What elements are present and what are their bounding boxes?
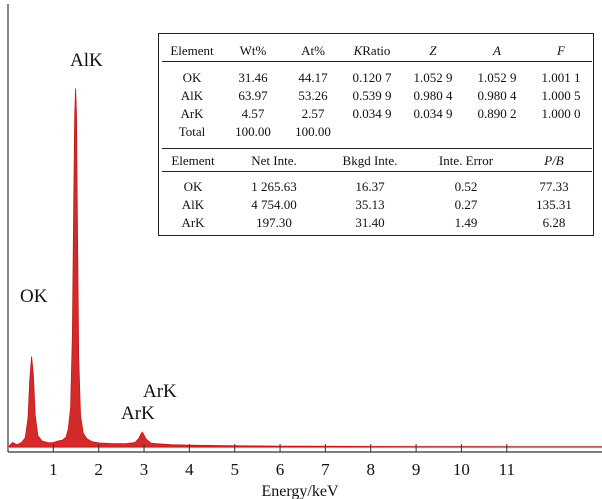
x-tick-label: 2 — [94, 460, 103, 479]
table-cell: 31.46 — [238, 69, 268, 85]
x-tick-label: 10 — [453, 460, 470, 479]
table-cell: OK — [182, 69, 202, 85]
table-cell: OK — [183, 178, 203, 194]
table-cell: 0.27 — [454, 196, 478, 212]
table-row: AlK 63.97 53.26 0.539 9 0.980 4 0.980 4 … — [162, 86, 592, 104]
table-cell: 100.00 — [235, 123, 271, 139]
col-element: Element — [162, 148, 224, 172]
table-cell — [464, 122, 530, 140]
table-row: OK 1 265.63 16.37 0.52 77.33 — [162, 172, 592, 196]
peak-label-ark-lower: ArK — [121, 403, 155, 424]
x-axis-title: Energy/keV — [261, 483, 338, 499]
col-wt-pct: Wt% — [222, 39, 284, 62]
table-row-total: Total 100.00 100.00 — [162, 122, 592, 140]
table-cell: 1 265.63 — [251, 178, 297, 194]
col-net-inte: Net Inte. — [224, 148, 324, 172]
x-tick-label: 4 — [185, 460, 194, 479]
col-kratio: KRatio — [342, 39, 402, 62]
col-a: A — [464, 39, 530, 62]
col-f: F — [530, 39, 592, 62]
table-row: ArK 4.57 2.57 0.034 9 0.034 9 0.890 2 1.… — [162, 104, 592, 122]
peak-label-alk: AlK — [70, 50, 103, 71]
table-cell: 4 754.00 — [251, 196, 297, 212]
table-cell: ArK — [180, 105, 204, 121]
table-cell: 0.980 4 — [413, 87, 453, 103]
table-cell: 1.49 — [454, 214, 478, 230]
table-row: AlK 4 754.00 35.13 0.27 135.31 — [162, 195, 592, 213]
x-tick-label: 6 — [276, 460, 285, 479]
table-cell — [342, 122, 402, 140]
table-cell: 63.97 — [238, 87, 268, 103]
spectrum-area — [7, 88, 602, 448]
table-cell: 53.26 — [298, 87, 328, 103]
table-cell — [530, 122, 592, 140]
x-tick-label: 7 — [321, 460, 330, 479]
intensity-header-row: Element Net Inte. Bkgd Inte. Inte. Error… — [162, 148, 592, 172]
table-row: ArK 197.30 31.40 1.49 6.28 — [162, 213, 592, 231]
x-axis-tick-labels: 1 2 3 4 5 6 7 8 9 10 11 — [49, 460, 515, 479]
table-cell: 197.30 — [256, 214, 292, 230]
col-element: Element — [162, 39, 222, 62]
x-axis-ticks — [52, 444, 508, 452]
table-cell: 4.57 — [241, 105, 265, 121]
composition-header-row: Element Wt% At% KRatio Z A F — [162, 39, 592, 62]
table-cell: 2.57 — [301, 105, 325, 121]
table-cell: 31.40 — [355, 214, 385, 230]
peak-label-ark-upper: ArK — [143, 381, 177, 402]
table-cell: 0.034 9 — [413, 105, 453, 121]
table-cell — [402, 122, 464, 140]
table-cell: 100.00 — [295, 123, 331, 139]
table-cell: AlK — [181, 196, 205, 212]
col-inte-error: Inte. Error — [416, 148, 516, 172]
table-cell: 77.33 — [539, 178, 569, 194]
table-cell: 0.120 7 — [352, 69, 392, 85]
table-cell: ArK — [181, 214, 205, 230]
table-cell: 0.034 9 — [352, 105, 392, 121]
element-composition-inset: Element Wt% At% KRatio Z A F OK 31.46 44… — [158, 33, 594, 236]
table-cell: 44.17 — [298, 69, 328, 85]
table-cell: 1.052 9 — [477, 69, 517, 85]
table-cell: 0.52 — [454, 178, 478, 194]
composition-table: Element Wt% At% KRatio Z A F OK 31.46 44… — [162, 39, 592, 140]
table-cell: 16.37 — [355, 178, 385, 194]
table-row: OK 31.46 44.17 0.120 7 1.052 9 1.052 9 1… — [162, 62, 592, 87]
table-cell: 1.052 9 — [413, 69, 453, 85]
col-at-pct: At% — [284, 39, 342, 62]
table-cell: 1.000 5 — [541, 87, 581, 103]
table-cell: 0.980 4 — [477, 87, 517, 103]
x-tick-label: 8 — [366, 460, 375, 479]
table-cell: 1.001 1 — [541, 69, 581, 85]
x-tick-label: 11 — [499, 460, 515, 479]
table-cell: 35.13 — [355, 196, 385, 212]
col-p-b: P/B — [516, 148, 592, 172]
table-cell: 0.539 9 — [352, 87, 392, 103]
x-tick-label: 3 — [140, 460, 149, 479]
table-cell: 1.000 0 — [541, 105, 581, 121]
x-tick-label: 1 — [49, 460, 58, 479]
intensity-table: Element Net Inte. Bkgd Inte. Inte. Error… — [162, 148, 592, 231]
table-cell: Total — [178, 123, 206, 139]
table-cell: AlK — [180, 87, 204, 103]
x-tick-label: 9 — [412, 460, 421, 479]
x-tick-label: 5 — [230, 460, 239, 479]
col-z: Z — [402, 39, 464, 62]
peak-label-ok: OK — [20, 286, 48, 307]
table-cell: 0.890 2 — [477, 105, 517, 121]
table-cell: 6.28 — [542, 214, 566, 230]
col-bkgd-inte: Bkgd Inte. — [324, 148, 416, 172]
table-cell: 135.31 — [536, 196, 572, 212]
